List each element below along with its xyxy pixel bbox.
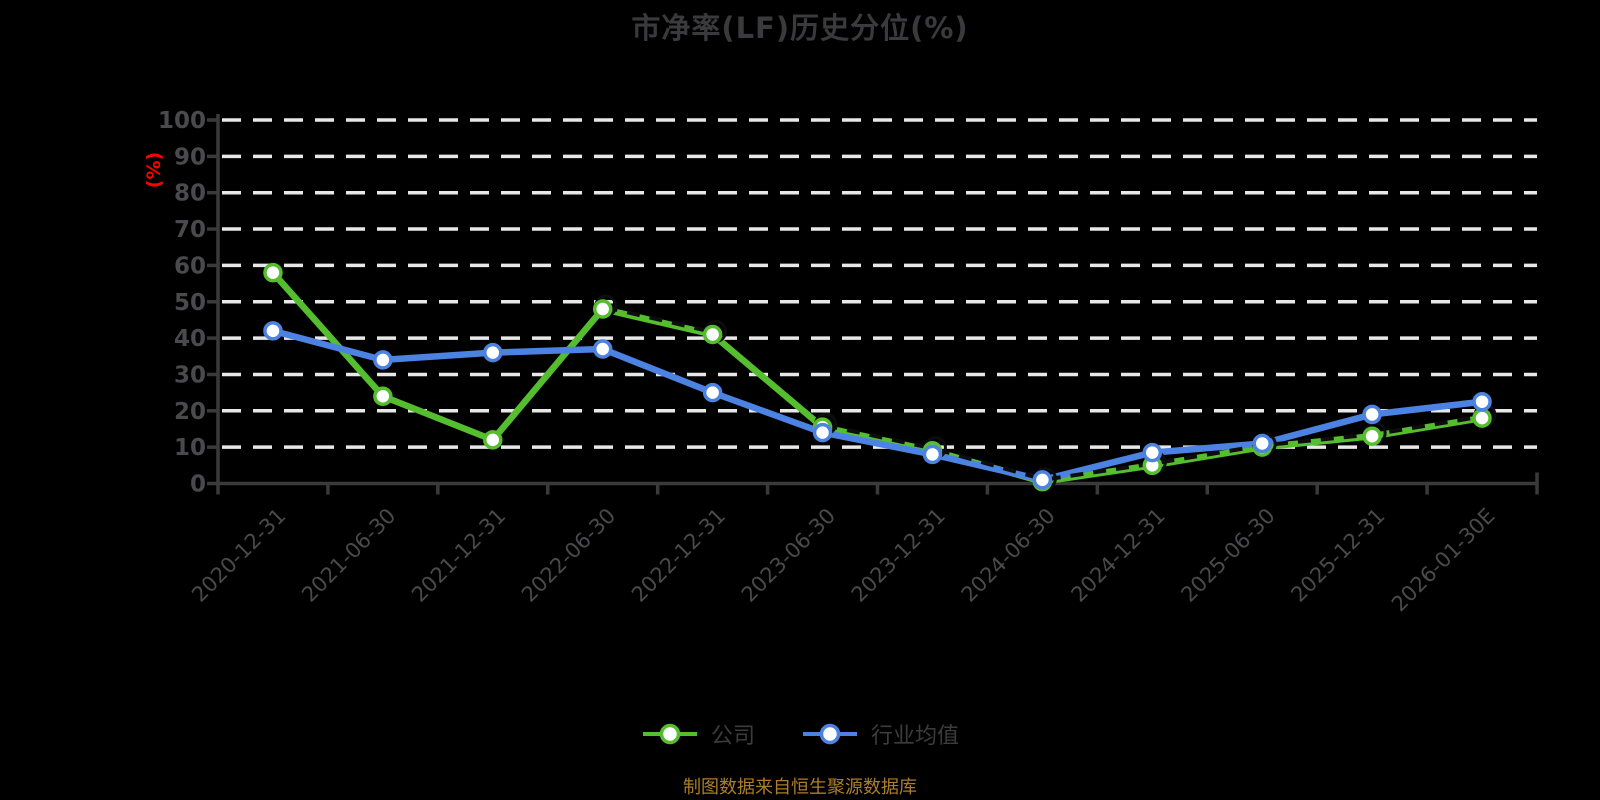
x-tick-label: 2025-12-31 (1286, 504, 1389, 607)
x-tick-label: 2023-06-30 (737, 504, 840, 607)
y-tick-label: 0 (190, 472, 206, 498)
data-point-marker (483, 430, 503, 450)
data-point-marker (1362, 404, 1382, 425)
axes (207, 114, 1539, 495)
x-tick-label: 2021-06-30 (297, 504, 400, 607)
y-tick-label: 90 (174, 144, 206, 170)
y-gridlines (222, 118, 1537, 449)
company-series-line (269, 269, 1486, 485)
data-point-marker (1472, 391, 1492, 412)
x-tick-label: 2022-12-31 (627, 504, 730, 607)
legend-item-company[interactable]: 公司 (641, 718, 755, 750)
x-tick-label: 2023-12-31 (847, 504, 950, 607)
x-tick-label: 2024-12-31 (1067, 504, 1170, 607)
data-point-marker (922, 444, 943, 465)
y-axis-labels: 0 10 20 30 40 50 60 70 80 90 100 (158, 108, 206, 498)
data-point-marker (1032, 470, 1053, 490)
company-series-dashed-overlay (594, 294, 1497, 491)
data-point-marker (263, 262, 283, 283)
data-point-marker (1252, 433, 1272, 454)
data-point-marker (1362, 426, 1382, 446)
data-point-marker (373, 350, 393, 370)
industry-average-data-points (263, 321, 1492, 490)
y-tick-label: 60 (174, 253, 206, 279)
y-tick-label: 20 (174, 399, 206, 425)
industry-line-marker-icon (803, 723, 857, 745)
data-source-note: 制图数据来自恒生聚源数据库 (683, 777, 917, 798)
data-point-marker (263, 321, 283, 341)
x-axis-labels: 2020-12-31 2021-06-30 2021-12-31 2022-06-30… (187, 504, 1499, 617)
y-tick-label: 30 (174, 362, 206, 388)
x-tick-label: 2022-06-30 (517, 504, 620, 607)
x-tick-label: 2021-12-31 (407, 504, 510, 607)
data-point-marker (702, 382, 723, 403)
chart-legend: 公司 行业均值 (0, 718, 1600, 750)
y-tick-label: 80 (174, 181, 206, 207)
y-tick-label: 50 (174, 290, 206, 316)
x-tick-label: 2025-06-30 (1176, 504, 1279, 607)
data-point-marker (373, 386, 393, 407)
legend-label-industry-average: 行业均值 (871, 724, 960, 749)
x-tick-label: 2024-06-30 (957, 504, 1060, 607)
chart-title: 市净率(LF)历史分位(%) (631, 11, 969, 45)
x-tick-label: 2020-12-31 (187, 504, 290, 607)
data-point-marker (702, 324, 723, 345)
industry-average-series-line (269, 327, 1486, 484)
data-point-marker (483, 342, 503, 363)
data-point-marker (592, 299, 613, 319)
data-point-marker (812, 422, 833, 443)
data-point-marker (1142, 442, 1163, 463)
legend-label-company: 公司 (710, 724, 755, 749)
y-tick-label: 40 (174, 326, 206, 352)
company-data-points (263, 262, 1492, 492)
y-tick-label: 100 (158, 108, 206, 134)
legend-item-industry-average[interactable]: 行业均值 (801, 718, 959, 750)
company-line-marker-icon (642, 723, 697, 745)
data-point-marker (592, 339, 613, 359)
y-tick-label: 10 (174, 435, 206, 461)
x-tick-label: 2026-01-30E (1387, 504, 1500, 617)
y-tick-label: 70 (174, 217, 206, 243)
data-point-marker (1472, 408, 1492, 428)
